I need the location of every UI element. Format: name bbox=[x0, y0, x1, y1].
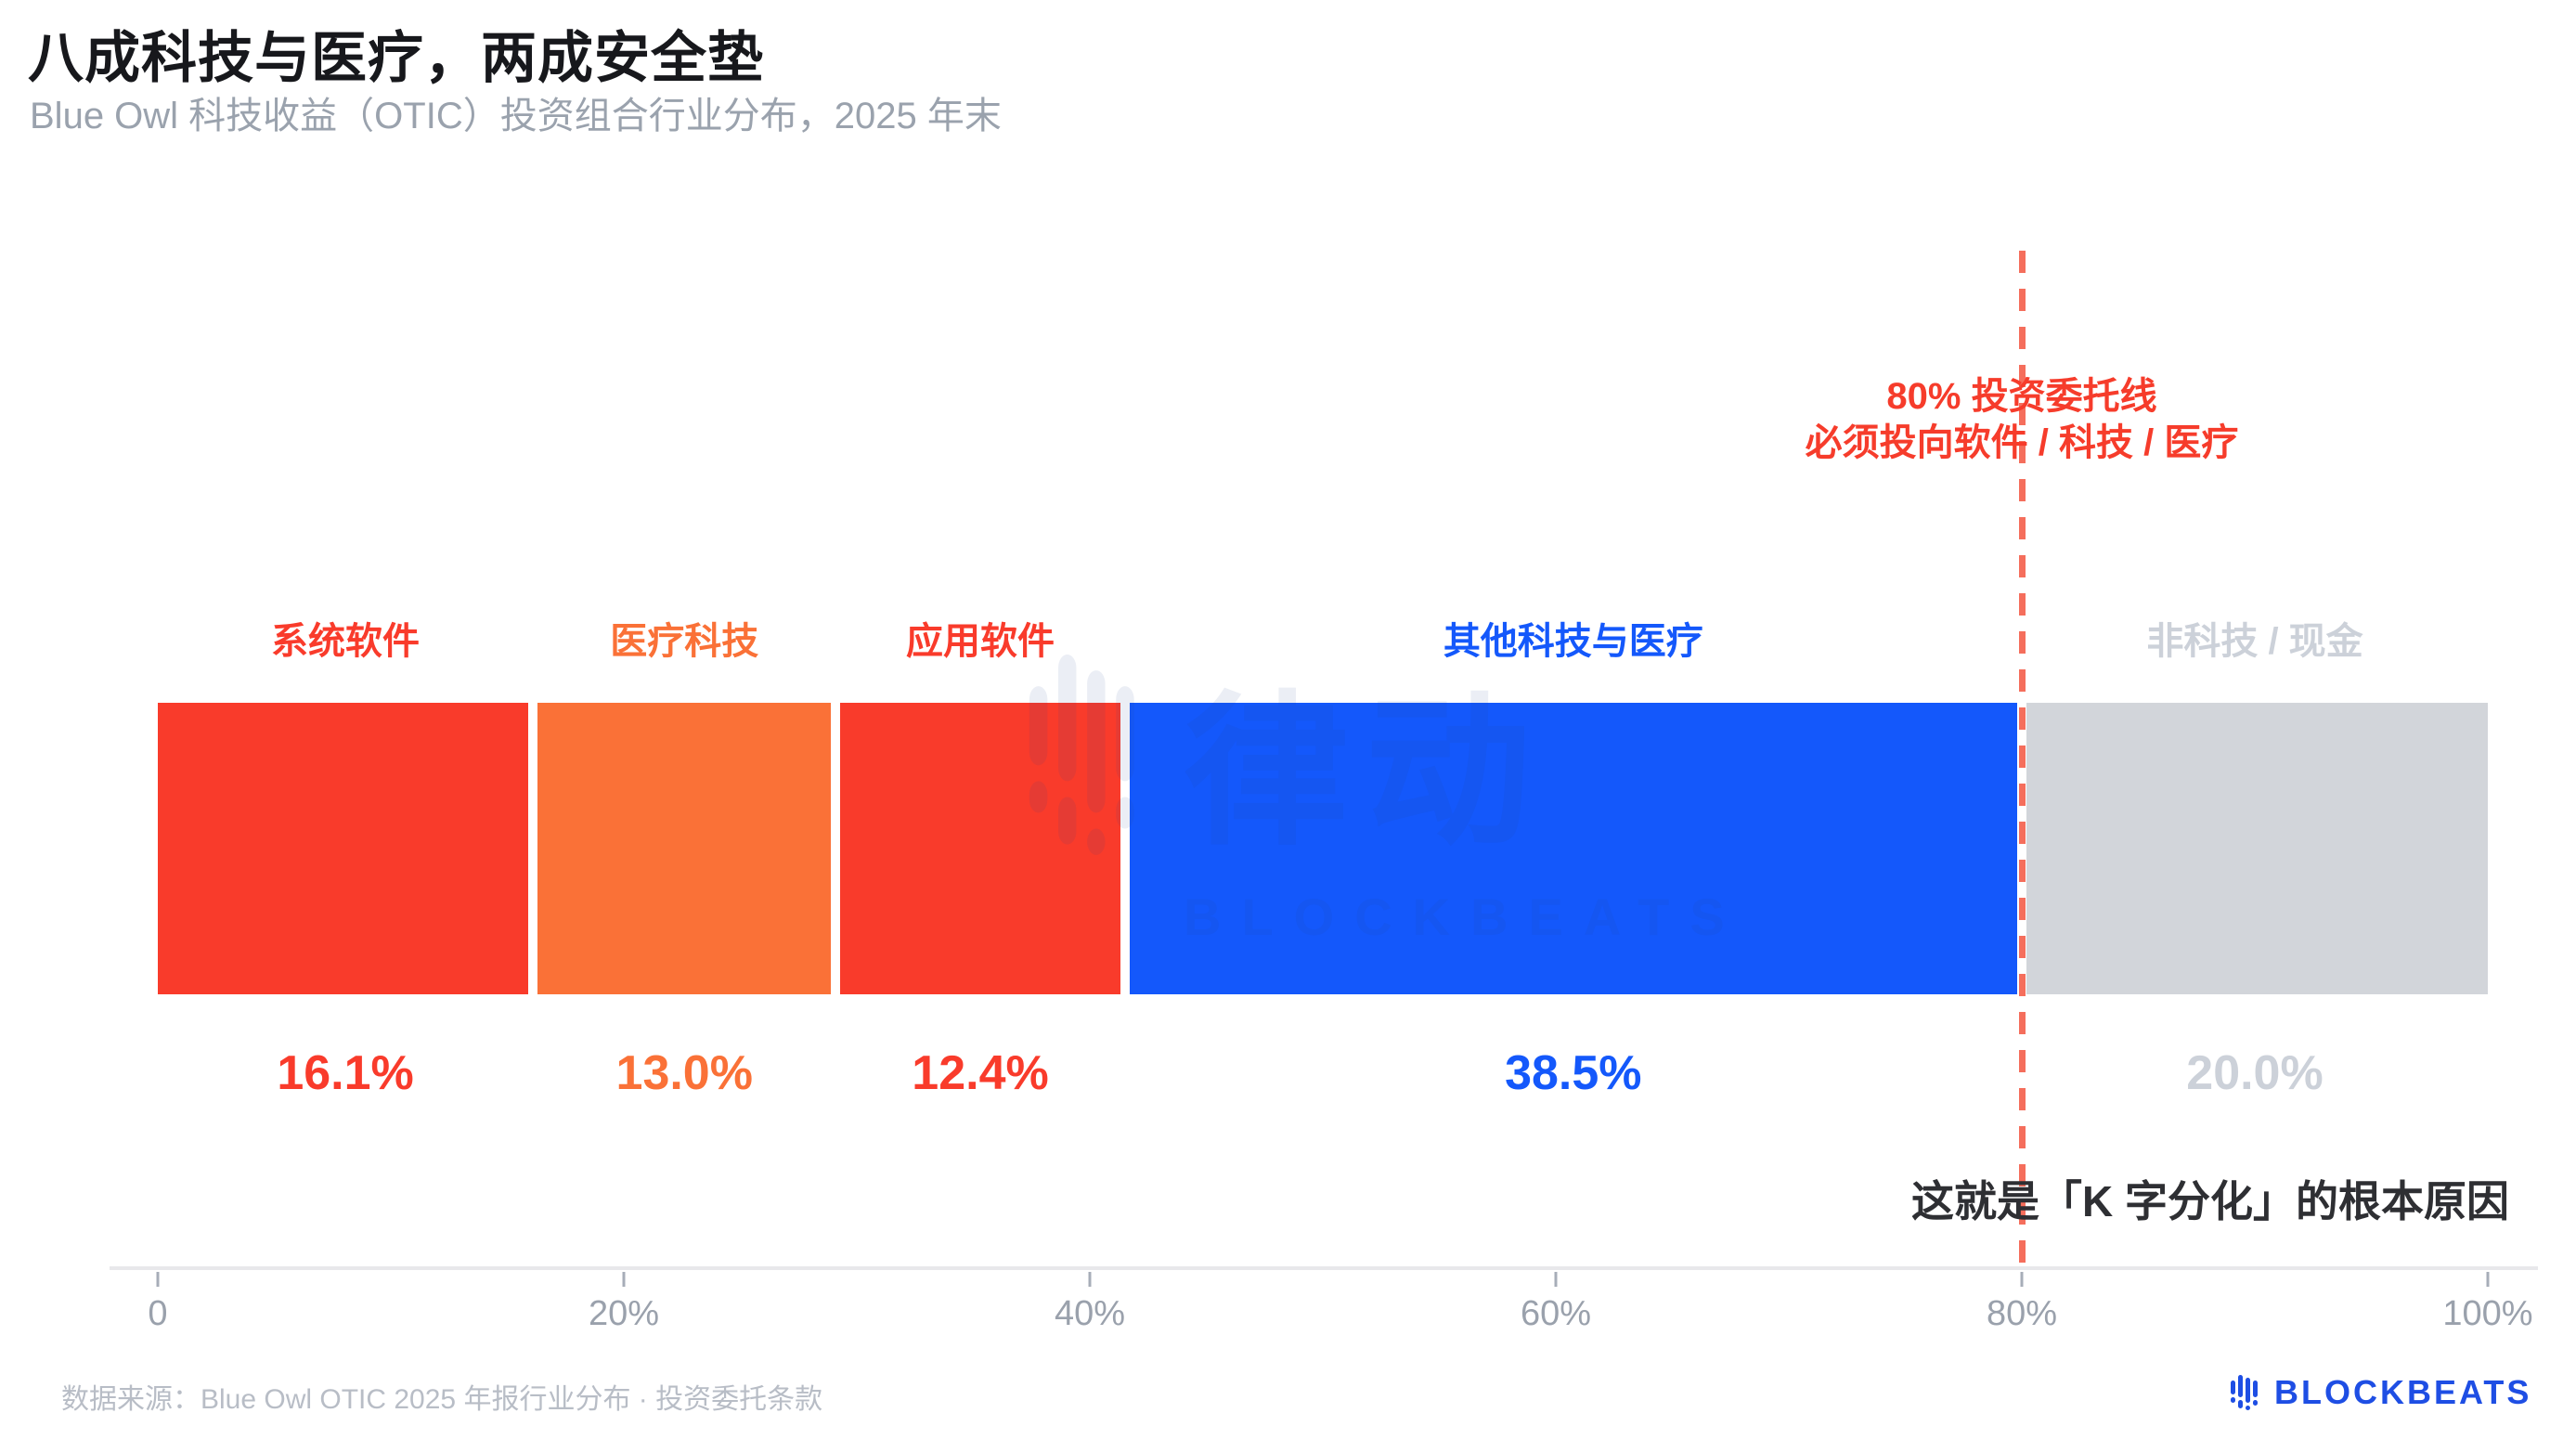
watermark-cn-text: 律动 bbox=[1184, 680, 1547, 864]
x-axis-tick bbox=[1088, 1272, 1092, 1287]
segment-label-system-software: 系统软件 bbox=[271, 621, 421, 662]
mandate-annotation-line2: 必须投向软件 / 科技 / 医疗 bbox=[1805, 422, 2239, 463]
mandate-reference-line bbox=[2018, 251, 2026, 1272]
x-axis-tick bbox=[156, 1272, 160, 1287]
bar-segment-nontech-cash bbox=[2026, 703, 2488, 994]
segment-value-medical-tech: 13.0% bbox=[615, 1046, 753, 1100]
segment-label-other-tech-health: 其他科技与医疗 bbox=[1443, 621, 1703, 662]
bar-segment-app-software bbox=[840, 703, 1120, 994]
watermark: 律动 BLOCKBEATS bbox=[1026, 639, 1745, 947]
x-axis-tick bbox=[2486, 1272, 2490, 1287]
x-axis-tick bbox=[622, 1272, 626, 1287]
x-axis-tick bbox=[2020, 1272, 2024, 1287]
x-axis-tick-label: 100% bbox=[2442, 1294, 2533, 1333]
segment-label-medical-tech: 医疗科技 bbox=[610, 621, 759, 662]
blockbeats-logo-icon bbox=[2230, 1372, 2263, 1413]
bar-segment-other-tech-health bbox=[1129, 703, 2017, 994]
x-axis-tick bbox=[1554, 1272, 1558, 1287]
caption-text: 这就是「K 字分化」的根本原因 bbox=[1911, 1177, 2509, 1225]
x-axis-tick-label: 40% bbox=[1054, 1294, 1126, 1333]
bar-segment-system-software bbox=[158, 703, 529, 994]
x-axis-tick-label: 0 bbox=[148, 1294, 168, 1333]
x-axis-tick-label: 20% bbox=[588, 1294, 660, 1333]
x-axis-tick-label: 80% bbox=[1986, 1294, 2058, 1333]
segment-value-nontech-cash: 20.0% bbox=[2186, 1046, 2324, 1100]
x-axis-line bbox=[110, 1266, 2538, 1270]
segment-value-other-tech-health: 38.5% bbox=[1505, 1046, 1642, 1100]
bar-segment-medical-tech bbox=[537, 703, 832, 994]
page-title: 八成科技与医疗，两成安全垫 bbox=[28, 27, 764, 89]
mandate-annotation: 80% 投资委托线 必须投向软件 / 科技 / 医疗 bbox=[1604, 373, 2440, 466]
segment-label-app-software: 应用软件 bbox=[906, 621, 1055, 662]
page-subtitle: Blue Owl 科技收益（OTIC）投资组合行业分布，2025 年末 bbox=[30, 96, 1002, 136]
mandate-annotation-line1: 80% 投资委托线 bbox=[1886, 376, 2157, 417]
blockbeats-watermark-icon bbox=[1026, 639, 1156, 875]
segment-label-nontech-cash: 非科技 / 现金 bbox=[2146, 621, 2363, 662]
blockbeats-logo: BLOCKBEATS bbox=[2230, 1372, 2531, 1413]
watermark-en-text: BLOCKBEATS bbox=[1184, 888, 1745, 946]
source-text: 数据来源：Blue Owl OTIC 2025 年报行业分布 · 投资委托条款 bbox=[61, 1384, 823, 1415]
x-axis-tick-label: 60% bbox=[1520, 1294, 1592, 1333]
blockbeats-logo-text: BLOCKBEATS bbox=[2274, 1373, 2532, 1411]
segment-value-app-software: 12.4% bbox=[912, 1046, 1049, 1100]
segment-value-system-software: 16.1% bbox=[277, 1046, 414, 1100]
